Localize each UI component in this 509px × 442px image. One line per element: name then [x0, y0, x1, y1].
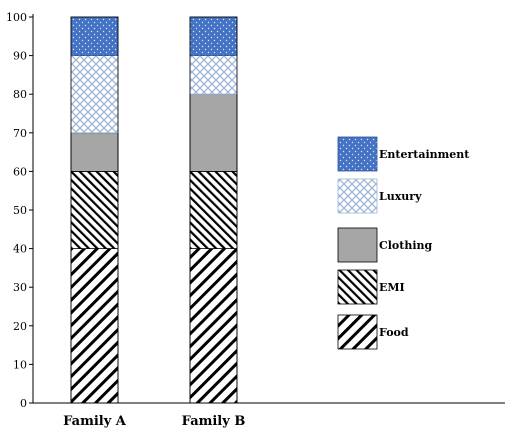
bar-family-a-food	[70, 248, 119, 404]
legend-swatch-clothing	[337, 227, 378, 263]
bar-outline-family-b	[189, 16, 238, 404]
legend-swatch-emi	[337, 269, 378, 305]
category-labels: Family A Family B	[63, 414, 245, 429]
legend-swatch-luxury	[337, 178, 378, 214]
bar-family-a-clothing	[70, 132, 119, 172]
legend-label-food: Food	[379, 326, 409, 339]
bar-family-b-emi	[189, 170, 238, 249]
bar-family-b-food	[189, 248, 238, 404]
legend-swatch-food	[337, 314, 378, 350]
y-tick-label: 10	[13, 358, 27, 371]
y-tick-label: 100	[6, 11, 27, 24]
legend-label-clothing: Clothing	[379, 239, 433, 252]
y-tick-label: 30	[13, 281, 27, 294]
y-tick-label: 0	[20, 397, 27, 410]
axes: 0 10 20 30 40 50 60 70 80 90 100	[6, 11, 505, 410]
legend-swatch-entertainment	[337, 136, 378, 172]
bar-family-a-entertainment	[70, 16, 119, 56]
bar-family-b-clothing	[189, 93, 238, 172]
bar-family-b-entertainment	[189, 16, 238, 56]
legend-label-luxury: Luxury	[379, 190, 422, 203]
bars	[70, 16, 238, 404]
x-tick-label: Family A	[63, 414, 127, 429]
y-tick-label: 70	[13, 127, 27, 140]
y-tick-label: 80	[13, 88, 27, 101]
legend-label-entertainment: Entertainment	[379, 148, 470, 161]
y-tick-label: 50	[13, 204, 27, 217]
bar-family-b-luxury	[189, 55, 238, 95]
bar-outline-family-a	[70, 16, 119, 404]
bar-family-a-emi	[70, 170, 119, 249]
y-tick-label: 60	[13, 165, 27, 178]
legend-label-emi: EMI	[379, 281, 405, 294]
bar-family-a-luxury	[70, 55, 119, 134]
x-tick-label: Family B	[182, 414, 246, 429]
legend: Entertainment Luxury Clothing EMI Food	[337, 136, 470, 350]
y-tick-label: 90	[13, 50, 27, 63]
y-tick-label: 20	[13, 320, 27, 333]
y-tick-label: 40	[13, 243, 27, 256]
